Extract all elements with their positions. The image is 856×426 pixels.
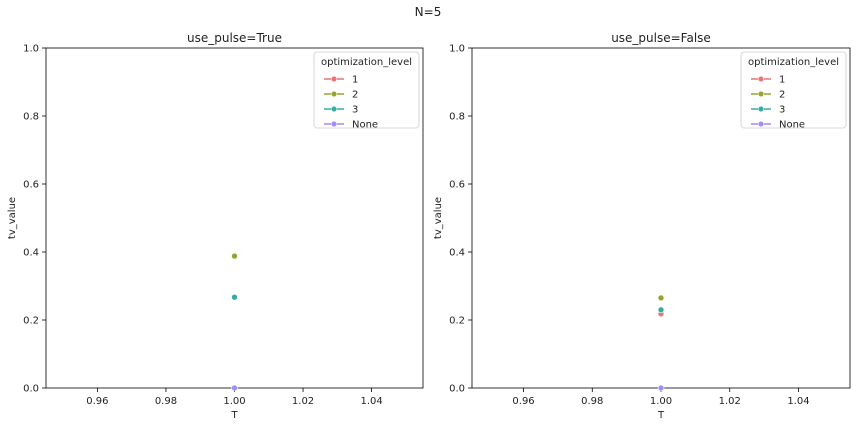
panel-2-xlabel: T — [657, 410, 665, 421]
panel-1-ytick-label: 0.0 — [23, 384, 39, 395]
panel-2-point-series-None — [657, 384, 665, 392]
panel-2-legend-label-2: 2 — [779, 90, 785, 101]
panel-2-ytick-label: 1.0 — [449, 44, 465, 55]
panel-2-ytick-label: 0.4 — [449, 248, 465, 259]
panel-1-legend-marker-2 — [330, 90, 338, 98]
panel-1-xtick-label: 1.04 — [360, 396, 382, 407]
panel-1-legend-label-1: 1 — [352, 75, 358, 86]
panel-2-legend-label-None: None — [779, 120, 805, 131]
panel-1-xtick-label: 1.02 — [292, 396, 314, 407]
panel-1-ytick-label: 0.8 — [23, 112, 39, 123]
figure-suptitle: N=5 — [414, 5, 442, 19]
panel-1-legend-marker-3 — [330, 105, 338, 113]
panel-2-legend-label-1: 1 — [779, 75, 785, 86]
panel-1-point-series-3 — [231, 293, 238, 301]
panel-2-ytick-label: 0.8 — [449, 112, 465, 123]
panel-2-legend-title: optimization_level — [748, 57, 839, 68]
panel-2-ytick-label: 0.2 — [449, 316, 465, 327]
panel-2-xtick-label: 1.02 — [719, 396, 741, 407]
panel-1-ytick-label: 1.0 — [23, 44, 39, 55]
panel-2-legend-label-3: 3 — [779, 105, 785, 116]
panel-2-title: use_pulse=False — [611, 31, 711, 45]
panel-1-legend-marker-None — [330, 120, 338, 128]
panel-1-legend-label-3: 3 — [352, 105, 358, 116]
panel-2-ytick-label: 0.0 — [449, 384, 465, 395]
panel-1-xtick-label: 0.96 — [86, 396, 108, 407]
panel-1-xtick-label: 0.98 — [155, 396, 177, 407]
panel-2-legend-marker-1 — [757, 75, 765, 83]
panel-2-legend-marker-2 — [757, 90, 765, 98]
panel-1-ytick-label: 0.6 — [23, 180, 39, 191]
panel-1-legend-label-None: None — [352, 120, 378, 131]
panel-1-xtick-label: 1.00 — [223, 396, 245, 407]
panel-1-ylabel: tv_value — [7, 197, 18, 239]
panel-2-legend-marker-None — [757, 120, 765, 128]
panel-1-xlabel: T — [230, 410, 238, 421]
panel-2-legend-marker-3 — [757, 105, 765, 113]
panel-1-title: use_pulse=True — [187, 31, 282, 45]
panel-1-legend-title: optimization_level — [321, 57, 412, 68]
panel-1-point-series-None — [231, 384, 238, 392]
panel-1-legend-marker-1 — [330, 75, 338, 83]
panel-2-xtick-label: 0.98 — [581, 396, 603, 407]
panel-2-xtick-label: 1.04 — [787, 396, 809, 407]
panel-2-ylabel: tv_value — [433, 197, 444, 239]
panel-1-legend-label-2: 2 — [352, 90, 358, 101]
panel-2-ytick-label: 0.6 — [449, 180, 465, 191]
panel-2-xtick-label: 1.00 — [650, 396, 672, 407]
panel-2-point-series-3 — [657, 306, 665, 314]
panel-2-point-series-2 — [657, 294, 665, 302]
panel-2-xtick-label: 0.96 — [512, 396, 534, 407]
panel-1-ytick-label: 0.4 — [23, 248, 39, 259]
panel-1-ytick-label: 0.2 — [23, 316, 39, 327]
panel-1-point-series-2 — [231, 252, 238, 260]
